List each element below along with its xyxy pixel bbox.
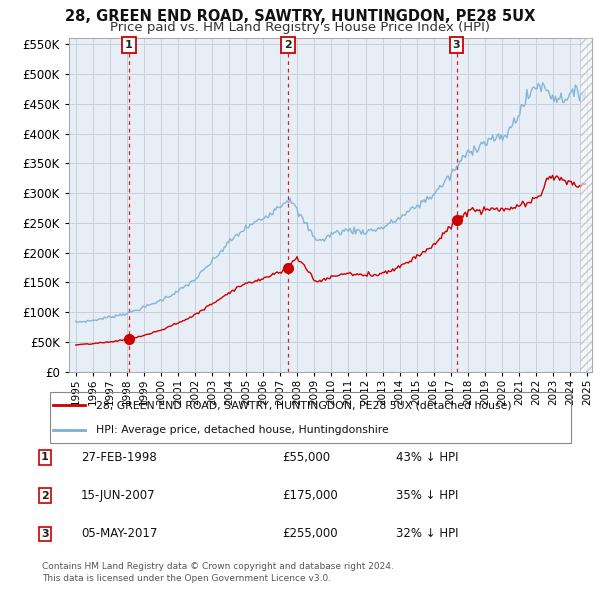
Text: 2: 2 [284, 40, 292, 50]
Text: Price paid vs. HM Land Registry's House Price Index (HPI): Price paid vs. HM Land Registry's House … [110, 21, 490, 34]
Text: 1: 1 [41, 453, 49, 462]
Text: 15-JUN-2007: 15-JUN-2007 [81, 489, 155, 502]
Text: 35% ↓ HPI: 35% ↓ HPI [396, 489, 458, 502]
Text: £55,000: £55,000 [282, 451, 330, 464]
Text: 28, GREEN END ROAD, SAWTRY, HUNTINGDON, PE28 5UX: 28, GREEN END ROAD, SAWTRY, HUNTINGDON, … [65, 9, 535, 24]
Text: 32% ↓ HPI: 32% ↓ HPI [396, 527, 458, 540]
Text: 1: 1 [125, 40, 133, 50]
Text: HPI: Average price, detached house, Huntingdonshire: HPI: Average price, detached house, Hunt… [96, 425, 389, 435]
Text: This data is licensed under the Open Government Licence v3.0.: This data is licensed under the Open Gov… [42, 574, 331, 583]
Polygon shape [580, 38, 592, 372]
Text: £255,000: £255,000 [282, 527, 338, 540]
Text: 3: 3 [41, 529, 49, 539]
Text: 3: 3 [453, 40, 460, 50]
Text: 43% ↓ HPI: 43% ↓ HPI [396, 451, 458, 464]
Text: 2: 2 [41, 491, 49, 500]
Text: 05-MAY-2017: 05-MAY-2017 [81, 527, 157, 540]
Text: Contains HM Land Registry data © Crown copyright and database right 2024.: Contains HM Land Registry data © Crown c… [42, 562, 394, 571]
Text: £175,000: £175,000 [282, 489, 338, 502]
Text: 27-FEB-1998: 27-FEB-1998 [81, 451, 157, 464]
Text: 28, GREEN END ROAD, SAWTRY, HUNTINGDON, PE28 5UX (detached house): 28, GREEN END ROAD, SAWTRY, HUNTINGDON, … [96, 400, 512, 410]
